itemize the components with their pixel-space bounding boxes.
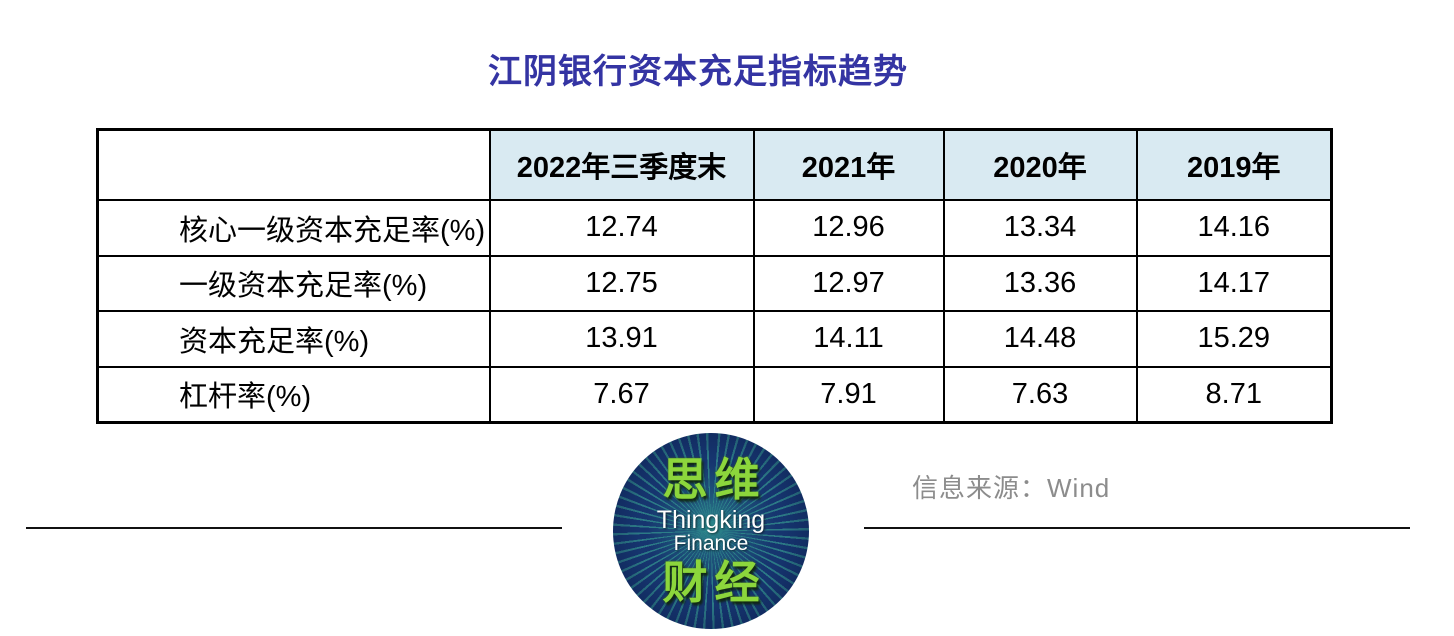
table-cell: 15.29 <box>1135 310 1333 368</box>
table-cell: 12.97 <box>752 254 945 312</box>
source-text: 信息来源：Wind <box>912 473 1111 503</box>
capital-adequacy-table: 2022年三季度末 2021年 2020年 2019年 核心一级资本充足率(%)… <box>96 128 1333 424</box>
table-cell: 12.75 <box>488 254 755 312</box>
table-cell: 14.11 <box>752 310 945 368</box>
divider-line-right <box>864 527 1410 529</box>
table-row-leverage-ratio: 杠杆率(%) 7.67 7.91 7.63 8.71 <box>96 365 1333 424</box>
table-cell: 13.36 <box>942 254 1138 312</box>
logo-english-line2: Finance <box>673 532 749 556</box>
table-cell: 7.67 <box>488 365 755 424</box>
row-label: 杠杆率(%) <box>96 365 491 424</box>
table-cell: 12.96 <box>752 199 945 257</box>
row-label: 一级资本充足率(%) <box>96 254 491 312</box>
header-cell-empty <box>96 128 491 201</box>
table-cell: 14.17 <box>1135 254 1333 312</box>
table-row-cet1-ratio: 核心一级资本充足率(%) 12.74 12.96 13.34 14.16 <box>96 199 1333 257</box>
divider-line-left <box>26 527 562 529</box>
table-cell: 12.74 <box>488 199 755 257</box>
table-cell: 14.16 <box>1135 199 1333 257</box>
header-cell-2019: 2019年 <box>1135 128 1333 201</box>
table-cell: 7.91 <box>752 365 945 424</box>
page-title: 江阴银行资本充足指标趋势 <box>488 53 908 91</box>
table-cell: 14.48 <box>942 310 1138 368</box>
logo-chinese-top: 思维 <box>662 453 767 505</box>
header-cell-2020: 2020年 <box>942 128 1138 201</box>
table-cell: 7.63 <box>942 365 1138 424</box>
table-row-car-ratio: 资本充足率(%) 13.91 14.11 14.48 15.29 <box>96 310 1333 368</box>
logo-english-line1: Thingking <box>656 505 766 534</box>
row-label: 资本充足率(%) <box>96 310 491 368</box>
table-header-row: 2022年三季度末 2021年 2020年 2019年 <box>96 128 1333 201</box>
table-cell: 13.34 <box>942 199 1138 257</box>
thinking-finance-logo: 思维 Thingking Finance 财经 <box>613 433 809 629</box>
table-row-tier1-ratio: 一级资本充足率(%) 12.75 12.97 13.36 14.17 <box>96 254 1333 312</box>
table-cell: 8.71 <box>1135 365 1333 424</box>
table-cell: 13.91 <box>488 310 755 368</box>
header-cell-2022q3: 2022年三季度末 <box>488 128 755 201</box>
header-cell-2021: 2021年 <box>752 128 945 201</box>
logo-chinese-bottom: 财经 <box>662 557 767 609</box>
row-label: 核心一级资本充足率(%) <box>96 199 491 257</box>
